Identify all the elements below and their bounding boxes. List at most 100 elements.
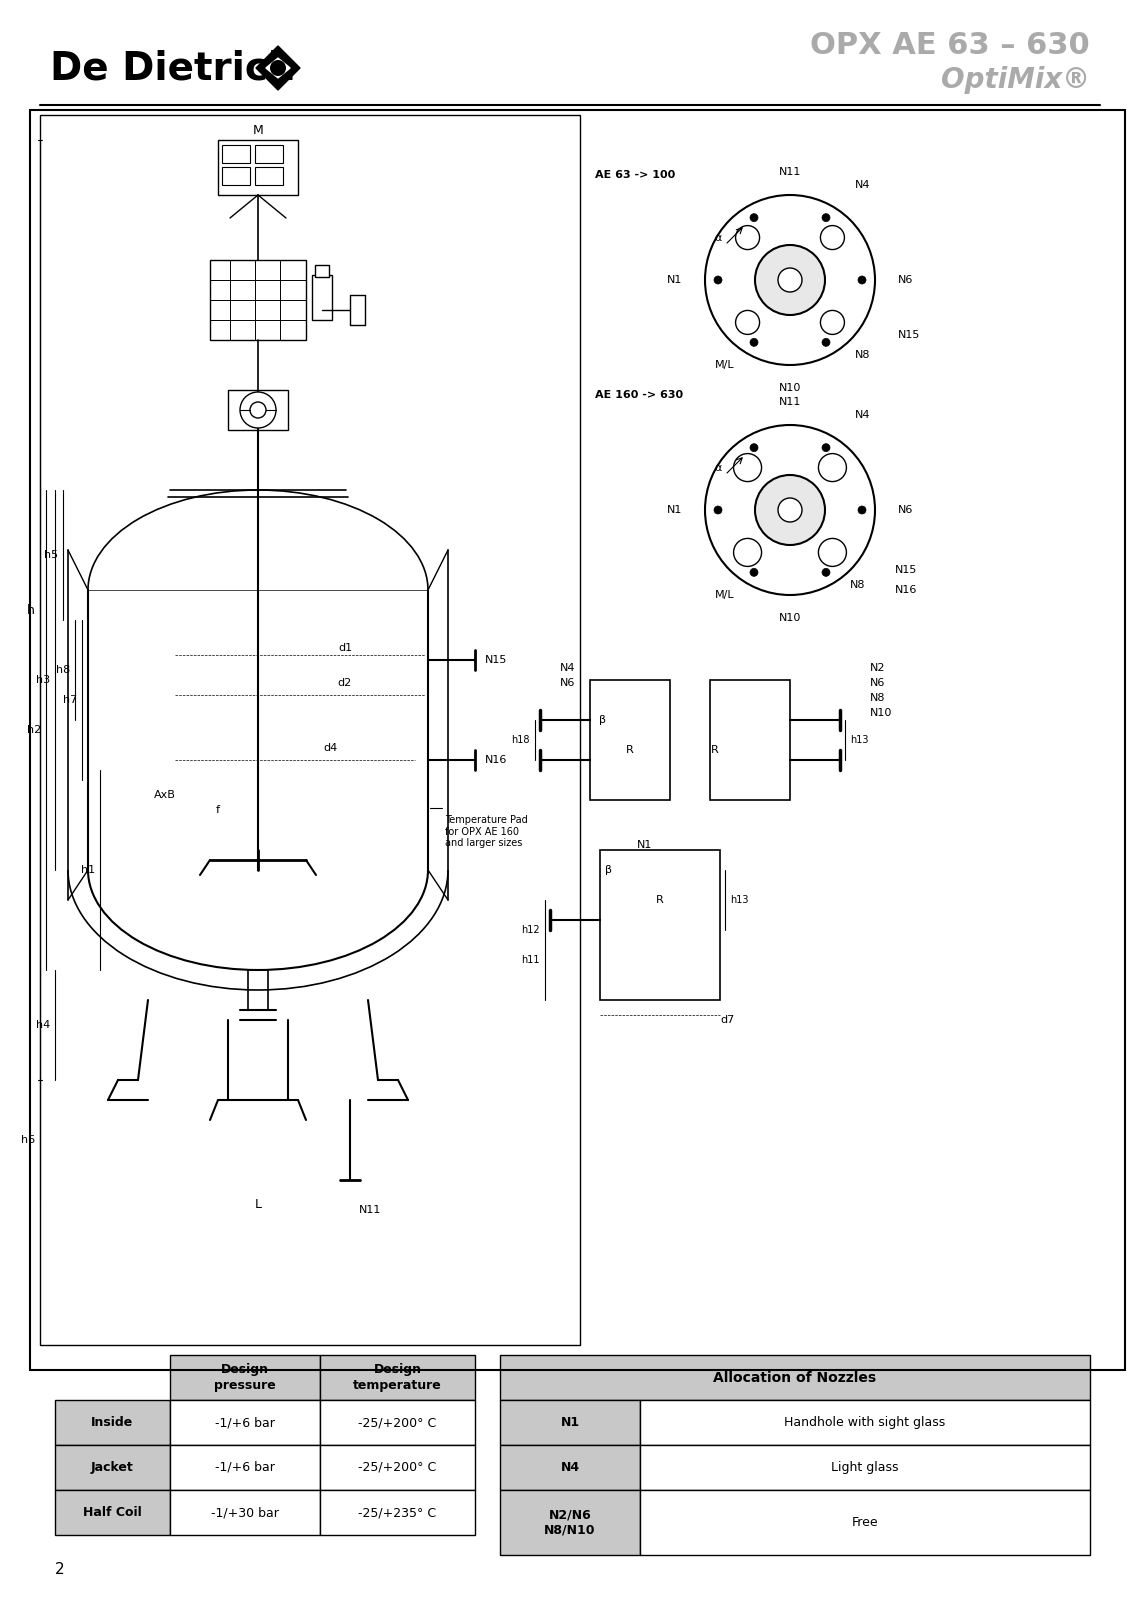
Bar: [640, 1490, 1090, 1555]
Circle shape: [705, 426, 875, 595]
Text: h18: h18: [512, 734, 530, 746]
Text: N15: N15: [895, 565, 917, 574]
Circle shape: [821, 226, 844, 250]
Bar: [170, 1400, 320, 1445]
Circle shape: [736, 226, 760, 250]
Text: N11: N11: [779, 397, 801, 406]
Text: h: h: [27, 603, 35, 616]
Text: h1: h1: [80, 866, 95, 875]
Text: h2: h2: [27, 725, 41, 734]
Bar: [500, 1355, 1090, 1400]
Text: OPX AE 63 – 630: OPX AE 63 – 630: [811, 30, 1090, 59]
Text: N10: N10: [779, 382, 801, 394]
Text: Jacket: Jacket: [91, 1461, 134, 1474]
Circle shape: [714, 275, 722, 285]
Circle shape: [822, 338, 830, 346]
Circle shape: [822, 568, 830, 576]
Text: -1/+30 bar: -1/+30 bar: [211, 1506, 278, 1518]
Text: Handhole with sight glass: Handhole with sight glass: [784, 1416, 945, 1429]
Circle shape: [821, 310, 844, 334]
Bar: [55, 1400, 170, 1445]
Bar: [312, 275, 332, 320]
Circle shape: [751, 568, 758, 576]
Bar: [228, 390, 288, 430]
Text: -1/+6 bar: -1/+6 bar: [215, 1416, 275, 1429]
Text: N11: N11: [779, 166, 801, 178]
Text: d2: d2: [337, 678, 352, 688]
Text: N4: N4: [855, 410, 871, 419]
Text: N10: N10: [871, 707, 892, 718]
Text: Free: Free: [851, 1517, 878, 1530]
Text: L: L: [255, 1198, 261, 1211]
Text: M/L: M/L: [715, 590, 735, 600]
Text: N8: N8: [855, 350, 871, 360]
Text: α: α: [714, 234, 722, 243]
Text: d4: d4: [323, 742, 337, 754]
Text: Design
pressure: Design pressure: [214, 1363, 276, 1392]
Text: Temperature Pad
for OPX AE 160
and larger sizes: Temperature Pad for OPX AE 160 and large…: [445, 814, 528, 848]
Text: OptiMix®: OptiMix®: [941, 66, 1090, 94]
Circle shape: [734, 539, 762, 566]
Bar: [170, 1355, 320, 1400]
Text: -25/+235° C: -25/+235° C: [359, 1506, 437, 1518]
Text: R: R: [657, 894, 663, 906]
Text: N1: N1: [667, 275, 681, 285]
Text: AE 160 -> 630: AE 160 -> 630: [595, 390, 683, 400]
Bar: [222, 146, 250, 163]
Circle shape: [736, 310, 760, 334]
Circle shape: [778, 498, 801, 522]
Text: AE 63 -> 100: AE 63 -> 100: [595, 170, 676, 179]
Circle shape: [818, 539, 847, 566]
Text: d7: d7: [720, 1014, 735, 1026]
Text: N15: N15: [898, 330, 920, 341]
Text: N2/N6
N8/N10: N2/N6 N8/N10: [544, 1509, 595, 1536]
Bar: [211, 259, 306, 341]
Text: Design
temperature: Design temperature: [353, 1363, 441, 1392]
Text: N6: N6: [898, 506, 914, 515]
Polygon shape: [256, 46, 300, 90]
Bar: [600, 850, 720, 1000]
Text: h4: h4: [36, 1021, 50, 1030]
Bar: [255, 166, 283, 186]
Bar: [55, 1490, 170, 1534]
Bar: [170, 1490, 320, 1534]
Text: M: M: [252, 123, 264, 136]
Text: -25/+200° C: -25/+200° C: [359, 1416, 437, 1429]
Circle shape: [778, 267, 801, 291]
Text: h13: h13: [730, 894, 748, 906]
Text: h6: h6: [20, 1134, 35, 1146]
Circle shape: [271, 59, 286, 75]
Text: M/L: M/L: [715, 360, 735, 370]
Text: N1: N1: [637, 840, 653, 850]
Text: -25/+200° C: -25/+200° C: [359, 1461, 437, 1474]
Bar: [320, 1400, 475, 1445]
Circle shape: [822, 443, 830, 451]
Polygon shape: [266, 58, 290, 78]
Bar: [255, 146, 283, 163]
Text: N4: N4: [855, 179, 871, 190]
Text: N4: N4: [559, 662, 575, 674]
Text: α: α: [714, 462, 722, 474]
Circle shape: [755, 245, 825, 315]
Text: N16: N16: [895, 586, 917, 595]
Text: N15: N15: [484, 654, 507, 666]
Text: f: f: [216, 805, 220, 814]
Circle shape: [734, 453, 762, 482]
Text: Inside: Inside: [92, 1416, 134, 1429]
Bar: [315, 266, 329, 277]
Circle shape: [714, 506, 722, 514]
Text: N6: N6: [871, 678, 885, 688]
Text: -1/+6 bar: -1/+6 bar: [215, 1461, 275, 1474]
Bar: [320, 1445, 475, 1490]
Bar: [40, 115, 580, 1346]
Circle shape: [751, 338, 758, 346]
Text: N2: N2: [871, 662, 885, 674]
Circle shape: [755, 475, 825, 546]
Bar: [590, 680, 670, 800]
Bar: [31, 110, 1125, 1370]
Text: N10: N10: [779, 613, 801, 622]
Bar: [500, 1490, 640, 1555]
Text: N1: N1: [560, 1416, 580, 1429]
Text: R: R: [711, 746, 719, 755]
Text: N16: N16: [484, 755, 507, 765]
